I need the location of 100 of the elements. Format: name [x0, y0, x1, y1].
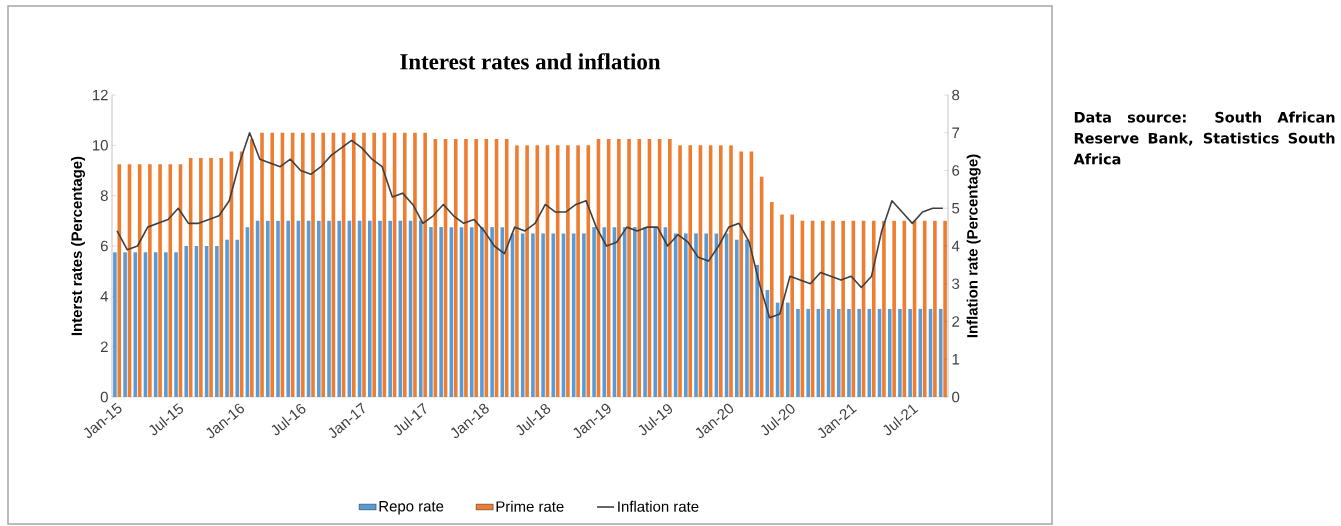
source-note: Data source: South African Reserve Bank, Statistics South Africa	[1073, 111, 1335, 165]
bar	[429, 227, 433, 397]
bar	[668, 139, 672, 397]
bar	[525, 145, 529, 397]
bar	[566, 145, 570, 397]
bar	[576, 145, 580, 397]
bar	[780, 214, 784, 397]
bar	[209, 157, 213, 397]
bar	[586, 145, 591, 397]
bar	[582, 233, 586, 397]
bar	[327, 220, 331, 397]
y-tick-label: 2	[100, 341, 108, 352]
bar	[841, 220, 845, 397]
bar	[439, 227, 443, 397]
y2-tick-label: 1	[952, 354, 960, 365]
bar	[372, 132, 376, 397]
bar	[796, 308, 800, 397]
bar	[174, 252, 178, 397]
bar	[362, 132, 366, 397]
bar	[168, 164, 173, 397]
bar	[158, 164, 162, 397]
bar	[474, 139, 478, 397]
bar	[123, 252, 127, 397]
bar	[367, 220, 372, 397]
y2-tick-label: 0	[952, 391, 960, 403]
bar	[857, 308, 861, 397]
bar	[694, 233, 698, 397]
bar	[113, 252, 117, 397]
bar	[938, 308, 943, 397]
bar	[250, 139, 254, 397]
bar	[215, 246, 219, 397]
legend-label: Repo rate	[379, 501, 444, 515]
bar	[199, 157, 203, 397]
bar	[164, 252, 168, 397]
bar	[321, 132, 325, 397]
bar	[464, 139, 468, 397]
y-tick-label: 8	[100, 190, 108, 201]
bar	[480, 227, 484, 397]
y-axis-title: Interst rates (Percentage)	[71, 156, 86, 336]
bar	[469, 227, 474, 397]
bar	[378, 220, 382, 397]
bar	[184, 246, 189, 397]
bar	[520, 233, 525, 397]
bar	[755, 264, 759, 397]
bar	[790, 214, 794, 397]
bar	[276, 220, 280, 397]
bar	[719, 145, 723, 397]
y2-tick-label: 4	[951, 240, 960, 252]
y2-tick-label: 6	[952, 165, 960, 176]
bar	[653, 227, 658, 397]
bar	[351, 132, 356, 397]
bar	[887, 308, 892, 397]
bar	[133, 252, 138, 397]
legend-label: Inflation rate	[618, 500, 699, 512]
bar	[592, 227, 596, 397]
y2-tick-label: 5	[952, 203, 960, 214]
bar	[219, 157, 224, 397]
bar	[504, 139, 509, 397]
bar	[806, 308, 810, 397]
bar	[286, 220, 291, 397]
bar	[266, 220, 270, 397]
bar	[847, 308, 851, 397]
y-tick-label: 10	[93, 140, 108, 151]
bar	[301, 132, 305, 397]
bar	[831, 220, 835, 397]
bar	[643, 227, 647, 397]
bar	[898, 308, 902, 397]
bar	[820, 220, 825, 397]
bar	[531, 233, 535, 397]
bar	[317, 220, 321, 397]
y2-tick-label: 2	[952, 316, 960, 327]
bar	[453, 139, 458, 397]
bar	[602, 227, 607, 397]
chart-title: Interest rates and inflation	[400, 53, 661, 70]
bar	[423, 132, 427, 397]
bar	[735, 239, 739, 397]
bar	[270, 132, 275, 397]
y2-tick-label: 3	[952, 278, 960, 290]
bar	[388, 220, 392, 397]
bar	[633, 227, 637, 397]
y2-tick-label: 8	[952, 89, 960, 101]
bar	[922, 220, 927, 397]
bar	[311, 132, 315, 397]
bar	[541, 233, 545, 397]
y2-tick-label: 7	[952, 127, 960, 138]
bar	[739, 151, 744, 397]
bar	[637, 139, 642, 397]
bar	[148, 164, 152, 397]
bar	[933, 220, 937, 397]
legend-label: Prime rate	[496, 500, 564, 512]
bar	[678, 145, 682, 397]
bar	[785, 302, 790, 397]
y2-axis-title: Inflation rate (Percentage)	[966, 154, 981, 338]
bar	[235, 239, 240, 397]
bar	[892, 220, 896, 397]
bar	[729, 145, 733, 397]
bar	[490, 227, 494, 397]
bar	[225, 239, 229, 397]
bar	[617, 139, 621, 397]
bar	[260, 132, 264, 397]
